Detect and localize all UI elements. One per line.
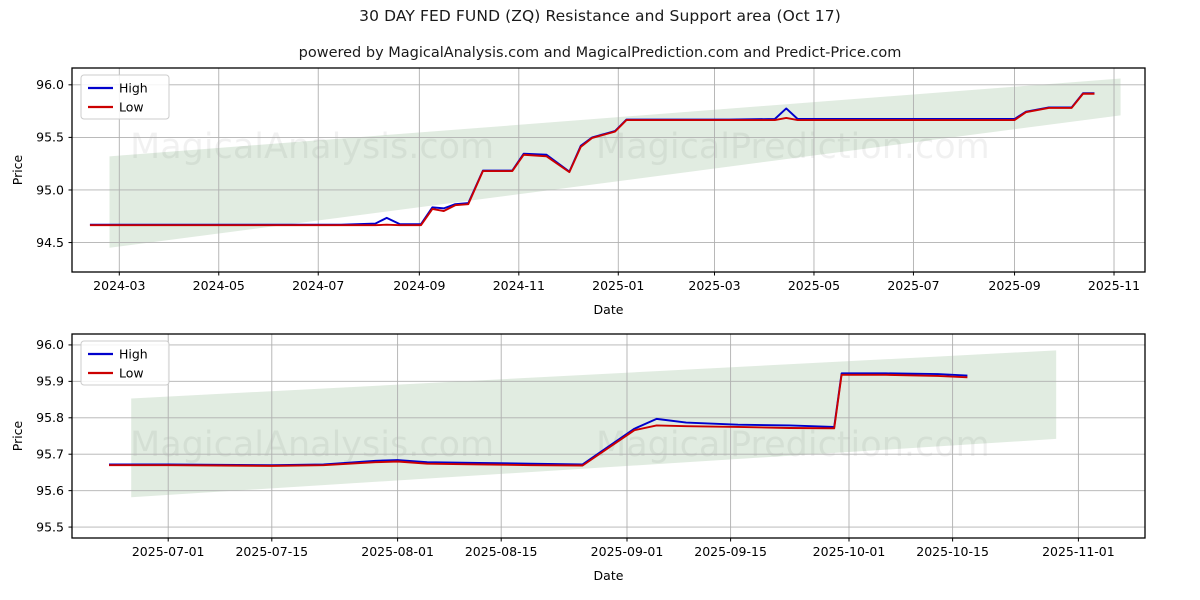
plot-background	[72, 334, 1145, 538]
x-axis-label: Date	[594, 302, 624, 317]
plot-background	[72, 68, 1145, 272]
y-tick-label: 95.5	[36, 519, 64, 534]
y-tick-label: 95.8	[36, 410, 64, 425]
plot-border	[71, 333, 1146, 539]
y-tick-label: 95.5	[36, 130, 64, 145]
y-axis-label: Price	[10, 420, 25, 451]
x-tick-label: 2025-03	[688, 278, 740, 293]
x-tick-label: 2025-01	[592, 278, 644, 293]
legend[interactable]: High Low	[80, 340, 170, 386]
page-subtitle: powered by MagicalAnalysis.com and Magic…	[298, 45, 902, 61]
gridlines: 95.5 95.6 95.7 95.8 95.9 96.0 2025-07-01 2025-0…	[36, 334, 1145, 559]
x-tick-label: 2024-11	[493, 278, 545, 293]
x-tick-label: 2024-05	[193, 278, 245, 293]
x-tick-label: 2025-07-01	[132, 544, 205, 559]
x-tick-label: 2025-10-01	[813, 544, 886, 559]
page-title: 30 DAY FED FUND (ZQ) Resistance and Supp…	[359, 7, 841, 25]
gridlines: 94.5 95.0 95.5 96.0 2024-03 2024-05 2024-07 202…	[36, 68, 1145, 293]
support-resistance-band	[131, 350, 1057, 498]
x-tick-label: 2025-05	[788, 278, 840, 293]
y-tick-label: 95.7	[36, 447, 64, 462]
y-tick-label: 96.0	[36, 337, 64, 352]
x-tick-label: 2025-09-15	[694, 544, 767, 559]
x-tick-label: 2024-07	[292, 278, 344, 293]
watermark-1: MagicalAnalysis.com	[130, 425, 494, 465]
legend-entry-low[interactable]: Low	[88, 99, 144, 114]
x-axis-label: Date	[594, 568, 624, 583]
series-line-low	[109, 373, 968, 467]
legend-entry-high[interactable]: High	[88, 346, 148, 361]
legend-label: Low	[119, 99, 144, 114]
legend-label: High	[119, 80, 148, 95]
x-tick-label: 2025-09-01	[591, 544, 664, 559]
x-tick-label: 2025-10-15	[916, 544, 989, 559]
plot-border	[71, 67, 1146, 273]
legend-entry-high[interactable]: High	[88, 80, 148, 95]
y-tick-label: 96.0	[36, 77, 64, 92]
x-tick-label: 2025-09	[988, 278, 1040, 293]
y-tick-label: 95.9	[36, 374, 64, 389]
x-tick-label: 2024-03	[93, 278, 145, 293]
legend-entry-low[interactable]: Low	[88, 365, 144, 380]
lower-chart: MagicalAnalysis.com MagicalPrediction.com…	[10, 333, 1146, 583]
y-tick-label: 95.6	[36, 483, 64, 498]
y-axis-label: Price	[10, 154, 25, 185]
x-tick-label: 2025-08-15	[465, 544, 538, 559]
legend-label: High	[119, 346, 148, 361]
x-tick-label: 2025-11-01	[1042, 544, 1115, 559]
series-line-low	[89, 92, 1095, 227]
x-tick-label: 2024-09	[393, 278, 445, 293]
watermark-2: MagicalPrediction.com	[596, 127, 990, 167]
x-tick-label: 2025-11	[1088, 278, 1140, 293]
watermark-1: MagicalAnalysis.com	[130, 127, 494, 167]
y-tick-label: 95.0	[36, 182, 64, 197]
y-tick-label: 94.5	[36, 235, 64, 250]
x-tick-label: 2025-07-15	[235, 544, 308, 559]
legend[interactable]: High Low	[80, 74, 170, 120]
legend-label: Low	[119, 365, 144, 380]
watermark-2: MagicalPrediction.com	[596, 425, 990, 465]
upper-chart: MagicalAnalysis.com MagicalPrediction.com…	[10, 67, 1146, 317]
x-tick-label: 2025-07	[887, 278, 939, 293]
x-tick-label: 2025-08-01	[361, 544, 434, 559]
